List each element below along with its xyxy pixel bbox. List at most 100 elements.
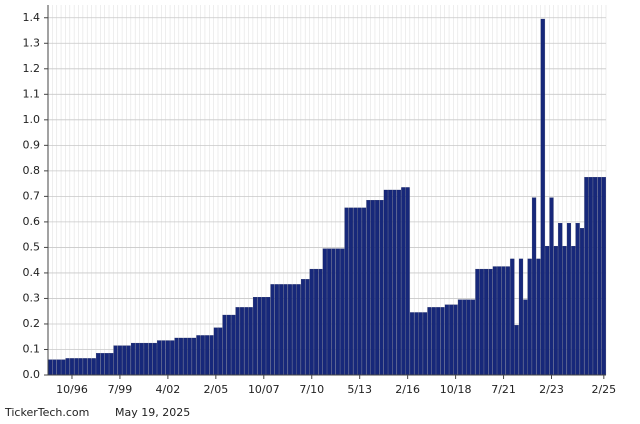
y-tick-label: 1.0: [23, 113, 41, 126]
bar: [527, 258, 532, 376]
bar: [91, 358, 96, 376]
bar: [366, 200, 371, 376]
y-tick-label: 0.6: [23, 215, 41, 228]
bar: [183, 337, 188, 376]
bar: [601, 177, 606, 376]
bar: [130, 342, 136, 376]
bar: [253, 297, 258, 376]
x-tick-label: 2/16: [395, 383, 420, 396]
bar: [549, 197, 554, 376]
bar: [209, 335, 214, 376]
bar: [139, 342, 144, 376]
bar: [514, 325, 519, 376]
bar: [104, 353, 109, 376]
bar: [340, 248, 345, 376]
bar: [540, 18, 545, 376]
bar: [579, 228, 585, 376]
bar: [431, 307, 436, 376]
bar: [392, 189, 397, 376]
bar: [152, 342, 157, 376]
bar: [96, 353, 101, 376]
bar: [213, 327, 218, 376]
bar: [87, 358, 92, 376]
y-tick-label: 0.4: [23, 266, 41, 279]
bar: [383, 189, 388, 376]
bar: [205, 335, 210, 376]
bar: [144, 342, 149, 376]
bar: [69, 358, 75, 376]
bar: [300, 279, 306, 376]
x-tick-label: 10/18: [440, 383, 472, 396]
bar: [248, 307, 253, 376]
bar: [309, 268, 314, 376]
bar: [457, 299, 462, 376]
bar: [348, 207, 354, 376]
bar: [244, 307, 249, 376]
bar: [61, 359, 66, 376]
source: TickerTech.com: [4, 406, 89, 419]
y-tick-label: 0.2: [23, 317, 41, 330]
bar: [475, 268, 480, 376]
bar: [375, 200, 380, 376]
bar: [497, 266, 502, 376]
bar: [148, 342, 153, 376]
bar: [192, 337, 197, 376]
bar: [178, 337, 183, 376]
bar: [427, 307, 432, 376]
bar: [405, 187, 410, 376]
bar: [174, 337, 179, 376]
bar: [423, 312, 428, 376]
bar: [235, 307, 240, 376]
bar: [588, 177, 593, 376]
bar: [314, 268, 319, 376]
bar: [396, 189, 401, 376]
x-tick-label: 2/05: [203, 383, 228, 396]
y-tick-label: 1.4: [23, 11, 41, 24]
bar: [453, 304, 458, 376]
bar: [126, 345, 131, 376]
y-tick-label: 1.3: [23, 36, 41, 49]
bar: [505, 266, 510, 376]
bar: [74, 358, 79, 376]
bar: [362, 207, 367, 376]
bar: [270, 284, 275, 376]
bar: [488, 268, 493, 376]
bar: [165, 340, 170, 376]
bar: [200, 335, 205, 376]
bar: [83, 358, 88, 376]
bar: [257, 297, 262, 376]
bar: [471, 299, 476, 376]
x-tick-label: 7/21: [491, 383, 516, 396]
x-tick-label: 7/99: [108, 383, 133, 396]
bar: [327, 248, 332, 376]
y-tick-label: 0.3: [23, 291, 41, 304]
x-tick-label: 10/96: [56, 383, 88, 396]
bar: [414, 312, 419, 376]
bar: [135, 342, 140, 376]
bar: [558, 223, 563, 376]
bar: [444, 304, 449, 376]
bar: [335, 248, 340, 376]
x-tick-label: 2/25: [591, 383, 616, 396]
bar: [226, 314, 231, 376]
bar: [501, 266, 506, 376]
bar: [418, 312, 423, 376]
bar: [48, 359, 53, 376]
bar: [196, 335, 201, 376]
bar: [370, 200, 375, 376]
bar: [318, 268, 323, 376]
bar: [331, 248, 336, 376]
bar: [593, 177, 598, 376]
bar: [518, 258, 524, 376]
date: May 19, 2025: [115, 406, 190, 419]
bar: [388, 189, 393, 376]
y-tick-label: 1.2: [23, 62, 41, 75]
bar: [100, 353, 105, 376]
x-tick-label: 2/23: [539, 383, 564, 396]
bar: [462, 299, 467, 376]
x-tick-label: 7/10: [299, 383, 324, 396]
x-tick-label: 10/07: [248, 383, 280, 396]
bar: [571, 245, 576, 376]
y-tick-label: 0.7: [23, 189, 41, 202]
